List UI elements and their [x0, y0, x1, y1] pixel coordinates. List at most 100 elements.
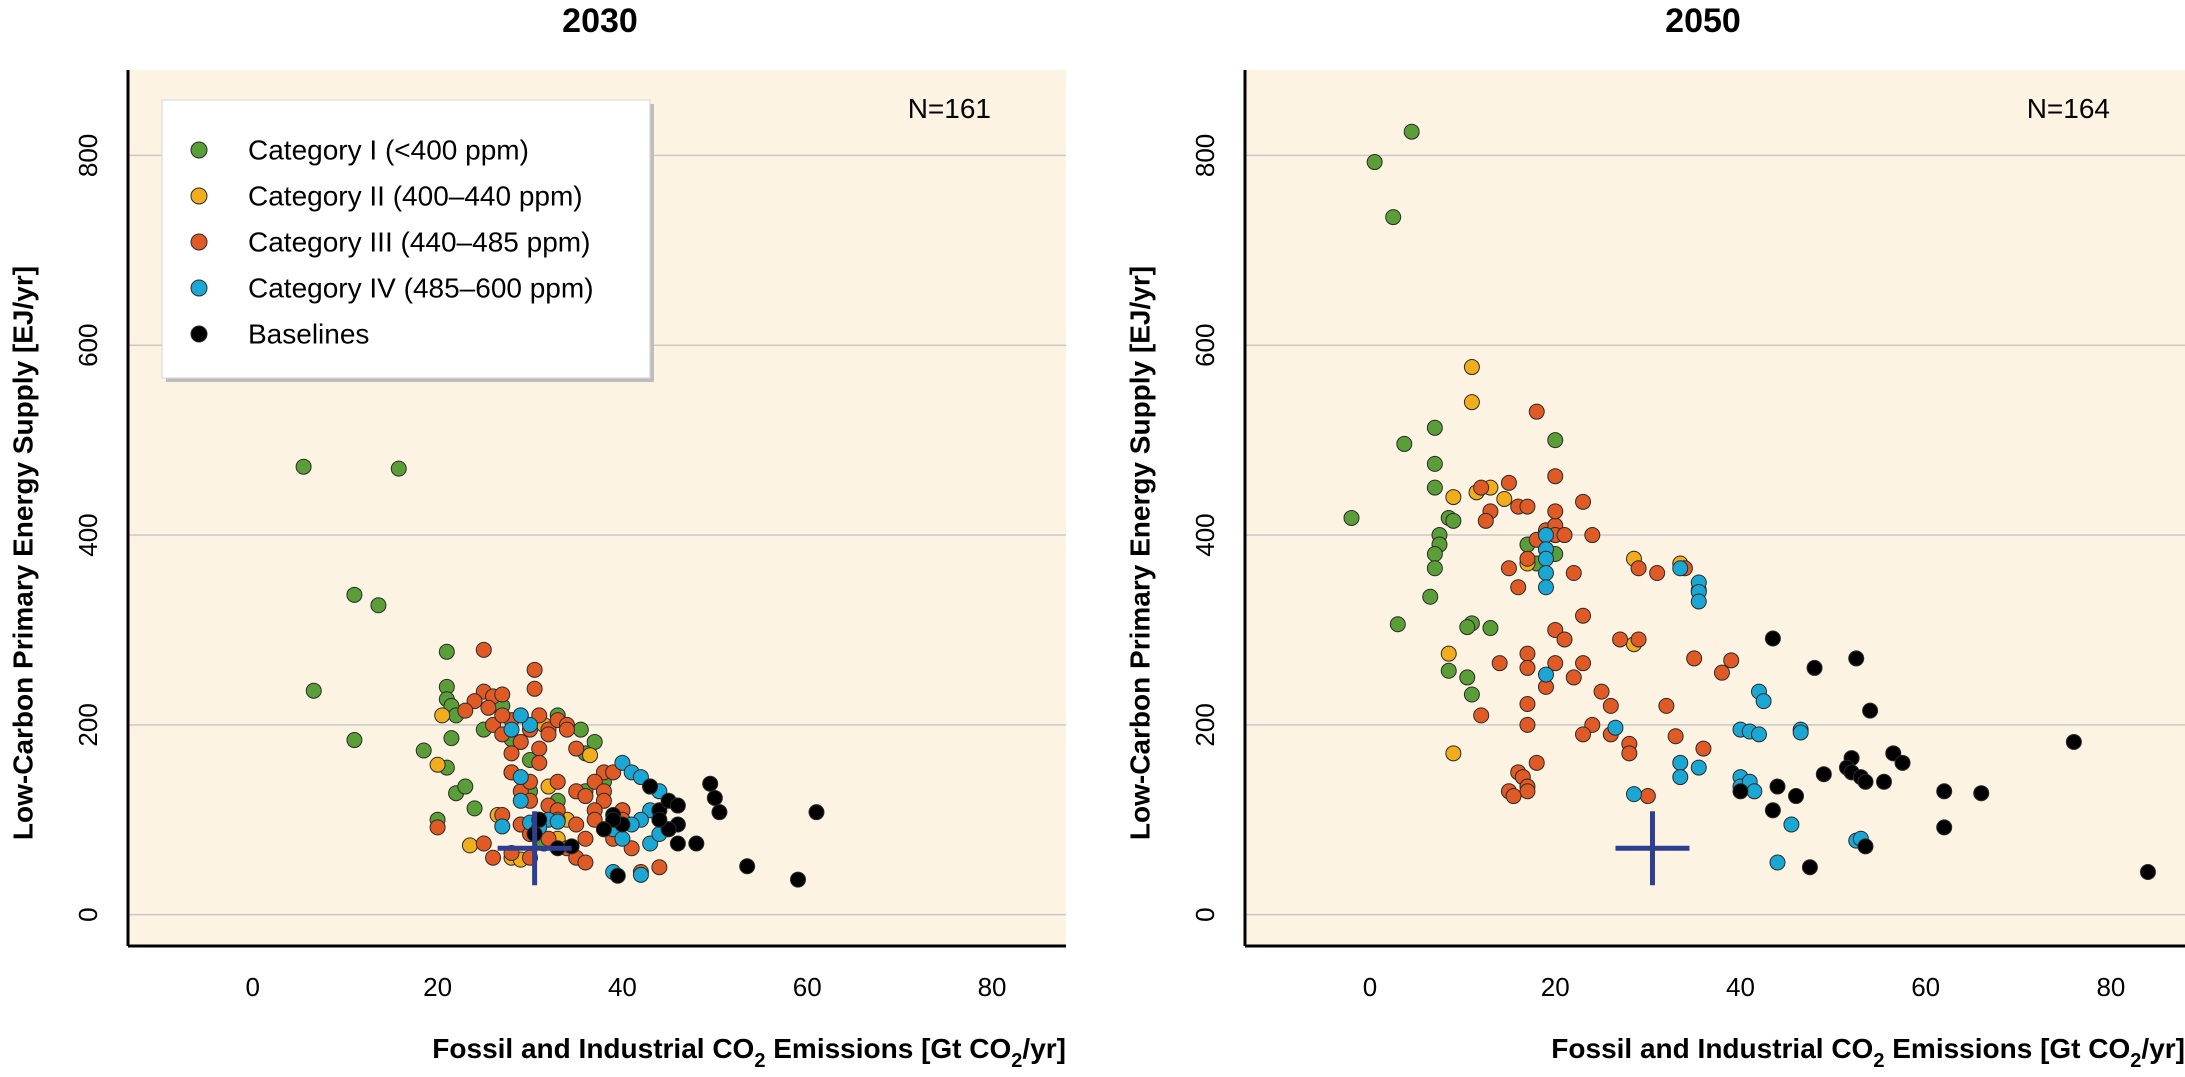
- data-point: [1459, 619, 1476, 636]
- data-point: [1426, 419, 1443, 436]
- data-point: [1672, 754, 1689, 771]
- data-point: [1750, 726, 1767, 743]
- data-point: [808, 804, 825, 821]
- data-point: [1445, 489, 1462, 506]
- reference-marker: [497, 811, 572, 886]
- x-tick-label: 80: [2096, 972, 2125, 1002]
- x-tick-label: 60: [1911, 972, 1940, 1002]
- data-point: [1491, 655, 1508, 672]
- plot-area: [1245, 70, 2185, 946]
- data-point: [1366, 154, 1383, 171]
- legend-label-category_I: Category I (<400 ppm): [248, 135, 529, 166]
- y-tick-label: 0: [73, 907, 103, 921]
- data-point: [1519, 498, 1536, 515]
- data-point: [1426, 455, 1443, 472]
- data-point: [2065, 733, 2082, 750]
- data-point: [540, 726, 557, 743]
- data-point: [1876, 773, 1893, 790]
- data-point: [1612, 631, 1629, 648]
- data-point: [568, 816, 585, 833]
- data-point: [1565, 669, 1582, 686]
- data-point: [688, 835, 705, 852]
- y-tick-label: 600: [1190, 324, 1220, 367]
- data-point: [1519, 783, 1536, 800]
- data-point: [461, 837, 478, 854]
- data-point: [1519, 716, 1536, 733]
- data-point: [1500, 474, 1517, 491]
- data-point: [1686, 650, 1703, 667]
- legend: Category I (<400 ppm) Category II (400–44…: [161, 99, 654, 382]
- data-point: [1463, 686, 1480, 703]
- data-point: [1537, 550, 1554, 567]
- data-point: [577, 854, 594, 871]
- data-point: [466, 800, 483, 817]
- data-point: [1343, 509, 1360, 526]
- data-point: [1547, 432, 1564, 449]
- data-point: [1672, 560, 1689, 577]
- data-point: [1639, 788, 1656, 805]
- data-point: [503, 745, 520, 762]
- data-point: [1575, 655, 1592, 672]
- data-point: [1769, 854, 1786, 871]
- data-point: [1422, 588, 1439, 605]
- y-tick-label: 200: [1190, 703, 1220, 746]
- data-point: [370, 597, 387, 614]
- data-point: [1528, 754, 1545, 771]
- data-point: [739, 858, 756, 875]
- data-point: [1806, 659, 1823, 676]
- data-point: [790, 871, 806, 888]
- data-point: [1496, 490, 1513, 507]
- data-point: [1788, 788, 1805, 805]
- data-point: [295, 458, 312, 475]
- data-point: [669, 835, 686, 852]
- data-point: [572, 721, 589, 738]
- data-point: [1815, 766, 1832, 783]
- data-point: [526, 661, 543, 678]
- data-point: [1556, 527, 1573, 544]
- data-point: [480, 699, 497, 716]
- data-point: [531, 754, 548, 771]
- data-point: [577, 830, 594, 847]
- y-tick-label: 800: [73, 134, 103, 177]
- data-point: [1473, 707, 1490, 724]
- data-point: [1690, 593, 1707, 610]
- data-point: [1801, 859, 1818, 876]
- y-tick-label: 200: [73, 703, 103, 746]
- data-point: [1505, 788, 1522, 805]
- data-point: [1575, 726, 1592, 743]
- y-tick-label: 400: [73, 513, 103, 556]
- data-point: [1575, 607, 1592, 624]
- data-point: [1607, 719, 1624, 736]
- data-point: [1389, 616, 1406, 633]
- legend-label-category_III: Category III (440–485 ppm): [248, 227, 590, 258]
- data-point: [711, 804, 728, 821]
- data-point: [1565, 565, 1582, 582]
- x-tick-label: 40: [1726, 972, 1755, 1002]
- data-point: [642, 778, 659, 795]
- x-tick-label: 20: [423, 972, 452, 1002]
- x-axis-label: Fossil and Industrial CO2 Emissions [Gt …: [1551, 1033, 2185, 1072]
- data-point: [1783, 816, 1800, 833]
- data-point: [1690, 759, 1707, 776]
- data-point: [390, 460, 407, 477]
- data-point: [549, 813, 566, 830]
- sample-count-annotation: N=164: [2027, 93, 2110, 124]
- data-point: [346, 586, 363, 603]
- data-point: [485, 849, 502, 866]
- data-point: [1519, 659, 1536, 676]
- legend-swatch-category_IV: [190, 279, 208, 297]
- data-point: [1769, 778, 1786, 795]
- data-point: [1732, 783, 1749, 800]
- data-point: [429, 819, 446, 836]
- panel-title: 2050: [1665, 2, 1741, 40]
- legend-swatch-category_II: [190, 187, 208, 205]
- data-point: [1445, 745, 1462, 762]
- legend-label-category_II: Category II (400–440 ppm): [248, 181, 583, 212]
- data-point: [1630, 631, 1647, 648]
- legend-swatch-category_III: [190, 233, 208, 251]
- data-point: [512, 769, 529, 786]
- data-point: [1625, 786, 1642, 803]
- data-point: [702, 775, 719, 792]
- data-point: [1459, 669, 1476, 686]
